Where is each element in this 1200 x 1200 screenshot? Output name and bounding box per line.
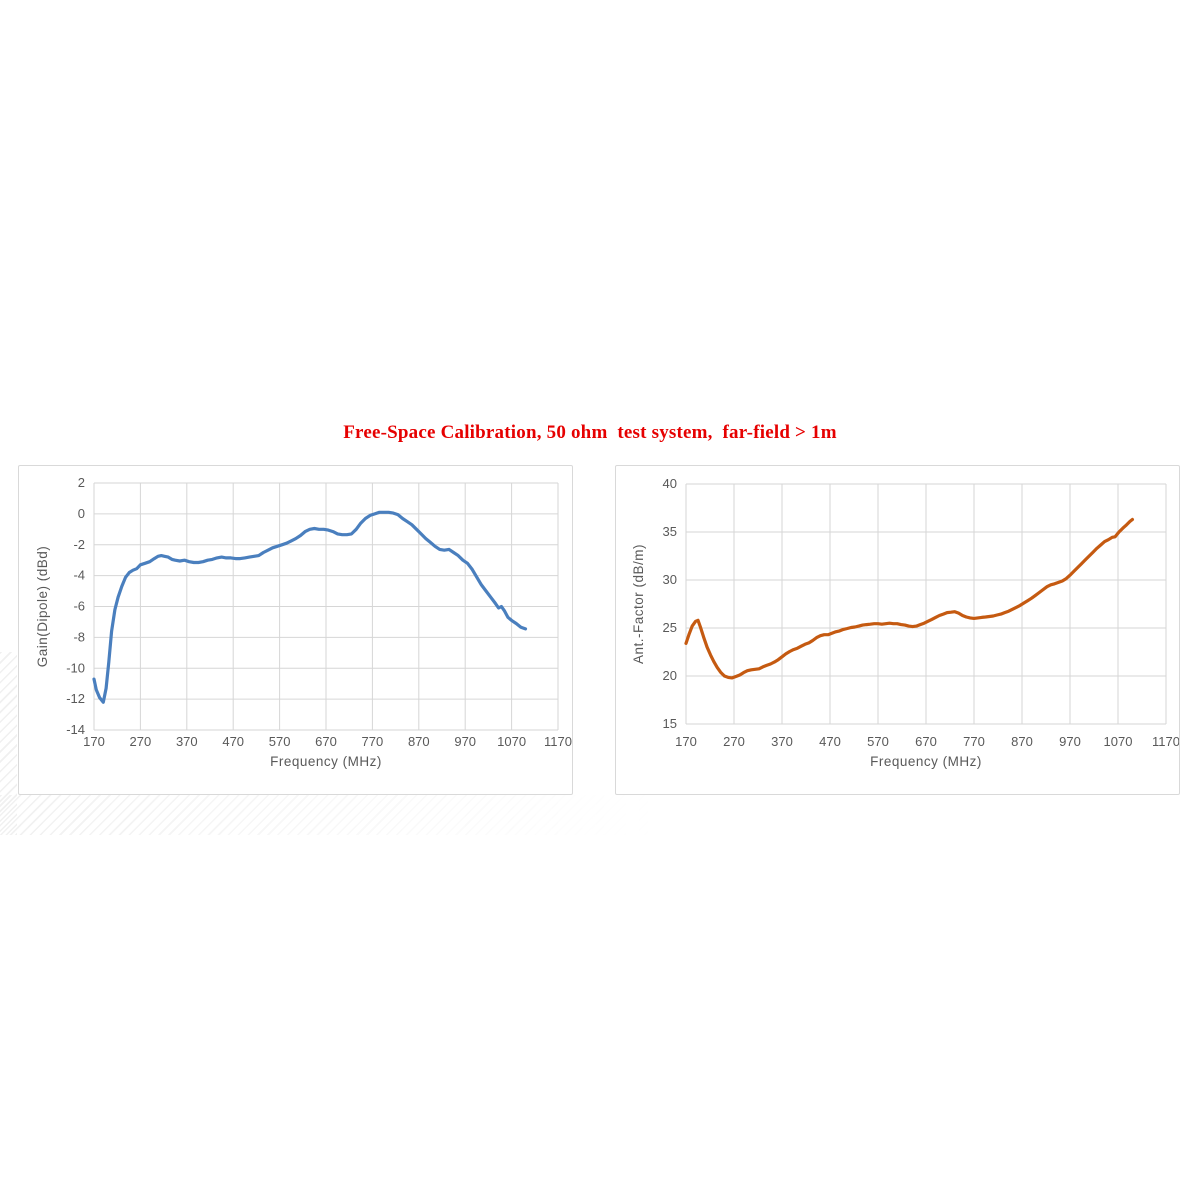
svg-text:40: 40 bbox=[663, 476, 677, 491]
svg-text:1170: 1170 bbox=[1152, 734, 1179, 749]
svg-text:-6: -6 bbox=[73, 599, 85, 614]
svg-text:770: 770 bbox=[362, 734, 384, 749]
svg-text:1070: 1070 bbox=[1104, 734, 1133, 749]
svg-text:970: 970 bbox=[454, 734, 476, 749]
svg-text:370: 370 bbox=[176, 734, 198, 749]
svg-text:15: 15 bbox=[663, 716, 677, 731]
svg-text:20: 20 bbox=[663, 668, 677, 683]
svg-text:1070: 1070 bbox=[497, 734, 526, 749]
svg-text:-10: -10 bbox=[66, 660, 85, 675]
svg-text:570: 570 bbox=[867, 734, 889, 749]
svg-text:0: 0 bbox=[78, 506, 85, 521]
hatch-watermark-left bbox=[0, 652, 17, 835]
svg-text:1170: 1170 bbox=[544, 734, 572, 749]
svg-text:-14: -14 bbox=[66, 722, 85, 737]
svg-text:370: 370 bbox=[771, 734, 793, 749]
svg-text:35: 35 bbox=[663, 524, 677, 539]
svg-text:470: 470 bbox=[222, 734, 244, 749]
svg-text:-12: -12 bbox=[66, 691, 85, 706]
svg-text:570: 570 bbox=[269, 734, 291, 749]
svg-text:170: 170 bbox=[675, 734, 697, 749]
svg-text:870: 870 bbox=[408, 734, 430, 749]
antenna-factor-chart: 170 270 370 470 570 670 770 870 970 1070 1170 40 35 3… bbox=[631, 476, 1179, 769]
svg-text:670: 670 bbox=[915, 734, 937, 749]
gain-chart-panel: 170 270 370 470 570 670 770 870 970 1070 1170 2 0 -2 -… bbox=[18, 465, 573, 795]
antenna-factor-chart-panel: 170 270 370 470 570 670 770 870 970 1070 1170 40 35 3… bbox=[615, 465, 1180, 795]
svg-text:Frequency (MHz): Frequency (MHz) bbox=[270, 754, 382, 769]
svg-text:-2: -2 bbox=[73, 537, 85, 552]
page-title: Free-Space Calibration, 50 ohm test syst… bbox=[343, 422, 837, 443]
gain-chart: 170 270 370 470 570 670 770 870 970 1070 1170 2 0 -2 -… bbox=[35, 475, 572, 769]
svg-text:270: 270 bbox=[130, 734, 152, 749]
svg-text:170: 170 bbox=[83, 734, 105, 749]
svg-text:270: 270 bbox=[723, 734, 745, 749]
svg-text:25: 25 bbox=[663, 620, 677, 635]
svg-text:470: 470 bbox=[819, 734, 841, 749]
svg-text:670: 670 bbox=[315, 734, 337, 749]
svg-text:-8: -8 bbox=[73, 629, 85, 644]
hatch-watermark-bottom bbox=[0, 795, 660, 835]
svg-text:870: 870 bbox=[1011, 734, 1033, 749]
svg-text:770: 770 bbox=[963, 734, 985, 749]
svg-text:2: 2 bbox=[78, 475, 85, 490]
svg-text:-4: -4 bbox=[73, 568, 85, 583]
svg-text:30: 30 bbox=[663, 572, 677, 587]
svg-text:Ant.-Factor (dB/m): Ant.-Factor (dB/m) bbox=[631, 544, 646, 664]
svg-text:Frequency (MHz): Frequency (MHz) bbox=[870, 754, 982, 769]
svg-text:Gain(Dipole) (dBd): Gain(Dipole) (dBd) bbox=[35, 546, 50, 668]
svg-text:970: 970 bbox=[1059, 734, 1081, 749]
